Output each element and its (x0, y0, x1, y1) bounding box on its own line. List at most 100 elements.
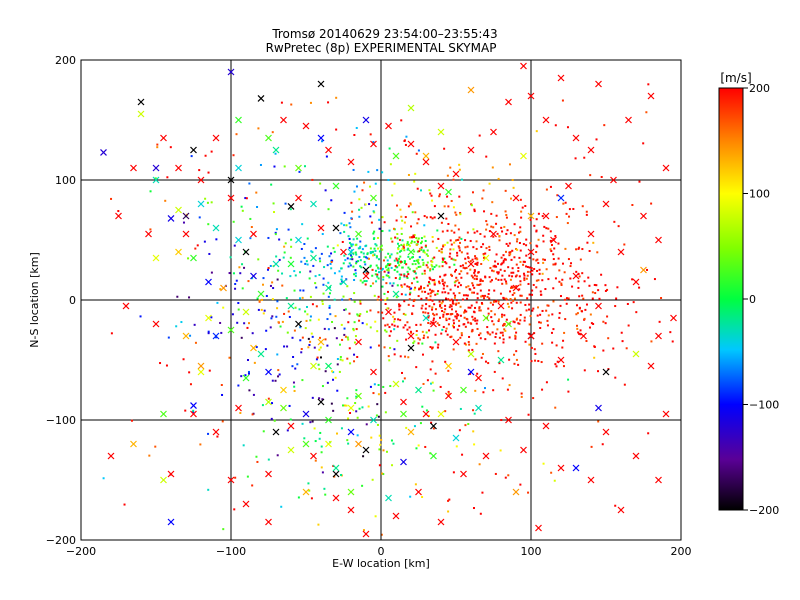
data-point-dot (360, 251, 363, 254)
data-point-x (400, 398, 407, 406)
data-point-x (212, 428, 220, 436)
data-point-dot (541, 215, 544, 218)
data-point-dot (412, 234, 415, 237)
data-point-dot (433, 256, 436, 259)
data-point-dot (390, 266, 393, 269)
data-point-dot (257, 258, 260, 261)
data-point-dot (402, 380, 405, 383)
data-point-dot (336, 389, 339, 392)
data-point-dot (400, 273, 403, 276)
data-point-dot (246, 475, 249, 478)
data-point-dot (327, 101, 330, 104)
data-point-dot (520, 216, 523, 219)
data-point-dot (498, 239, 501, 242)
data-point-dot (326, 245, 329, 248)
data-point-dot (551, 313, 554, 316)
data-point-x (347, 428, 355, 436)
data-point-dot (369, 346, 372, 349)
data-point-dot (431, 217, 434, 220)
data-point-dot (434, 333, 437, 336)
data-point-dot (207, 171, 210, 174)
data-point-x (437, 410, 445, 418)
data-point-dot (326, 264, 329, 267)
data-point-x (415, 386, 422, 394)
data-point-dot (441, 310, 444, 313)
data-point-dot (503, 269, 506, 272)
data-point-dot (117, 210, 120, 213)
data-point-dot (261, 298, 264, 301)
data-point-x (310, 254, 317, 262)
data-point-dot (518, 275, 521, 278)
data-point-dot (291, 336, 294, 339)
data-point-dot (376, 266, 379, 269)
data-point-dot (413, 234, 416, 237)
data-point-dot (309, 319, 312, 322)
data-point-dot (410, 225, 413, 228)
data-point-dot (305, 305, 308, 308)
colorbar-label: [m/s] (720, 71, 751, 85)
data-point-dot (388, 359, 391, 362)
data-point-dot (474, 319, 477, 322)
data-point-dot (396, 270, 399, 273)
data-point-dot (423, 215, 426, 218)
data-point-dot (418, 250, 421, 253)
data-point-x (467, 146, 475, 154)
data-point-dot (465, 310, 468, 313)
data-point-dot (309, 340, 312, 343)
data-point-dot (529, 314, 532, 317)
data-point-x (212, 224, 220, 232)
data-point-dot (301, 336, 304, 339)
data-point-dot (208, 252, 211, 255)
data-point-dot (491, 269, 494, 272)
data-point-dot (368, 203, 371, 206)
data-point-dot (315, 286, 318, 289)
data-point-dot (428, 189, 431, 192)
data-point-dot (355, 328, 358, 331)
data-point-dot (372, 250, 375, 253)
data-point-dot (194, 247, 197, 250)
data-point-dot (552, 253, 555, 256)
data-point-dot (384, 391, 387, 394)
data-point-dot (490, 310, 493, 313)
data-point-x (272, 146, 280, 154)
data-point-dot (594, 292, 597, 295)
data-point-dot (476, 319, 479, 322)
data-point-dot (533, 224, 536, 227)
data-point-dot (518, 241, 521, 244)
data-point-dot (309, 101, 312, 104)
data-point-dot (495, 277, 498, 280)
data-point-dot (488, 289, 491, 292)
data-point-dot (508, 384, 511, 387)
data-point-dot (471, 282, 474, 285)
data-point-dot (350, 217, 353, 220)
data-point-dot (488, 276, 491, 279)
data-points (100, 62, 677, 538)
data-point-dot (420, 246, 423, 249)
data-point-x (610, 176, 617, 184)
data-point-dot (198, 169, 201, 172)
data-point-x (452, 338, 460, 346)
data-point-dot (428, 276, 431, 279)
data-point-dot (513, 223, 516, 226)
data-point-dot (441, 260, 444, 263)
data-point-dot (508, 274, 511, 277)
data-point-dot (370, 221, 373, 224)
data-point-x (130, 164, 137, 172)
data-point-dot (382, 317, 385, 320)
data-point-dot (621, 340, 624, 343)
data-point-dot (413, 425, 416, 428)
data-point-dot (494, 265, 497, 268)
data-point-dot (470, 274, 473, 277)
data-point-dot (547, 314, 550, 317)
data-point-dot (490, 279, 493, 282)
data-point-dot (429, 298, 432, 301)
data-point-dot (606, 315, 609, 318)
data-point-dot (579, 333, 582, 336)
data-point-dot (372, 210, 375, 213)
data-point-dot (353, 321, 356, 324)
data-point-dot (287, 310, 290, 313)
data-point-dot (440, 332, 443, 335)
data-point-dot (432, 312, 435, 315)
data-point-x (295, 236, 302, 244)
data-point-dot (499, 331, 502, 334)
